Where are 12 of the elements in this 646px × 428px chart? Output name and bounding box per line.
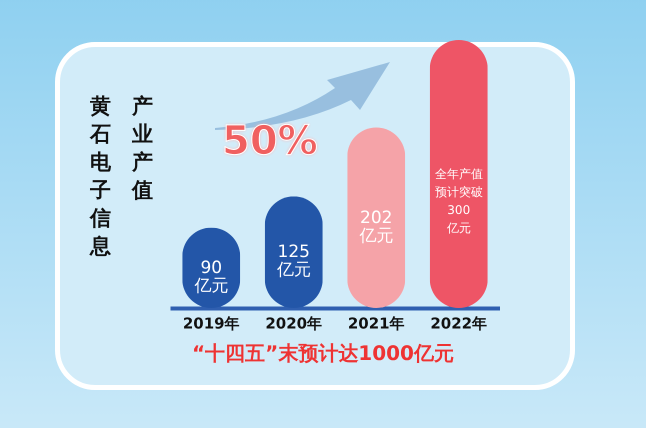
x-tick-label: 2022年 bbox=[430, 314, 488, 332]
x-tick-label: 2021年 bbox=[348, 314, 405, 332]
data-label: 125亿元 bbox=[276, 242, 311, 280]
x-tick-label: 2020年 bbox=[265, 314, 322, 332]
data-label: 全年产值预计突破300亿元 bbox=[434, 167, 483, 235]
text: “十四五”末预计达1000亿元 bbox=[191, 340, 455, 367]
chart-title: 黄石电子信息产业产值 bbox=[90, 94, 153, 258]
x-tick-label: 2019年 bbox=[182, 314, 240, 332]
data-label: 202亿元 bbox=[358, 208, 394, 246]
data-label: 90亿元 bbox=[193, 258, 228, 296]
annotation: 50% bbox=[222, 118, 318, 164]
bar bbox=[430, 40, 488, 308]
